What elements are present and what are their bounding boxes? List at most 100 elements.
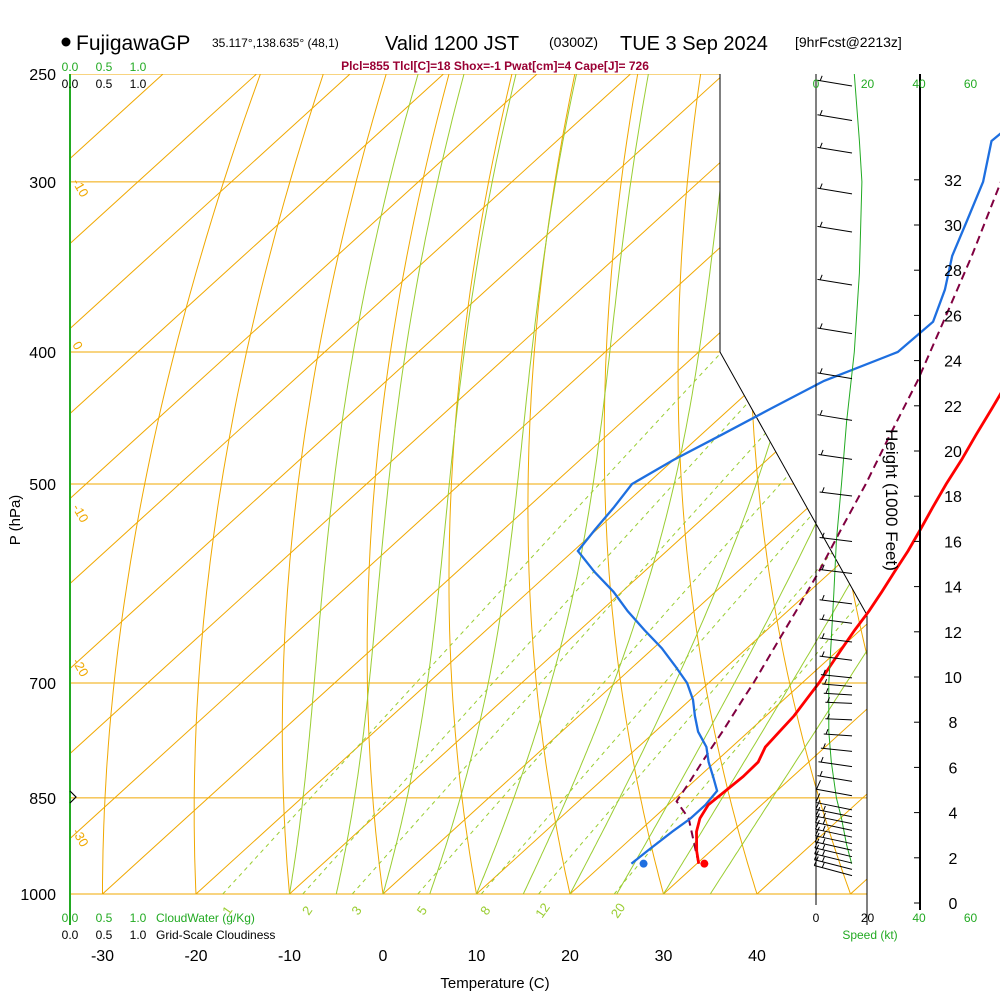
height-tick-label: 18: [944, 489, 962, 506]
temperature-tick-label: -10: [278, 948, 301, 965]
speed-tick-label: 40: [912, 77, 926, 91]
dry-adiabat-line: [193, 74, 324, 895]
mixing-ratio-label: 12: [532, 900, 553, 920]
dry-adiabat-line: [102, 74, 261, 894]
mixing-ratio-label: 3: [348, 903, 364, 918]
isotherm-line: [70, 74, 538, 895]
height-tick-label: 0: [949, 896, 958, 913]
pressure-tick-label: 850: [29, 791, 56, 808]
isotherm-line: [663, 74, 867, 895]
wind-barb: [814, 819, 853, 838]
moist-adiabat-line: [289, 74, 419, 895]
theta-label: -20: [69, 656, 91, 680]
utc-time: (0300Z): [549, 34, 598, 50]
mixing-ratio-label: 8: [477, 903, 493, 918]
wind-barb: [817, 142, 853, 154]
isotherm-line: [195, 74, 867, 895]
isotherm-line: [70, 74, 631, 895]
cloud-water-tick: 1.0: [130, 911, 147, 925]
forecast-date: TUE 3 Sep 2024: [620, 33, 768, 55]
speed-tick-label: 20: [861, 911, 875, 925]
dry-adiabat-line: [281, 74, 387, 895]
mixing-ratio-label: 20: [608, 900, 629, 920]
height-tick-label: 24: [944, 354, 962, 371]
height-tick-label: 22: [944, 399, 962, 416]
wind-barb: [822, 678, 853, 688]
isotherm-line: [289, 74, 867, 895]
wind-barb: [820, 669, 853, 679]
pressure-tick-label: 500: [29, 477, 56, 494]
mixing-ratio-line: [302, 351, 795, 895]
wind-barb: [819, 594, 853, 605]
temperature-tick-label: 0: [379, 948, 388, 965]
moist-adiabat-line: [663, 74, 867, 895]
isotherm-line: [70, 74, 725, 895]
isotherm-line: [70, 74, 351, 895]
wind-barb: [817, 221, 853, 233]
isotherm-line: [70, 74, 818, 895]
cloud-water-tick: 0.5: [96, 60, 113, 74]
isotherm-line: [70, 74, 257, 895]
cloud-water-tick: 0.5: [96, 911, 113, 925]
cloudiness-tick: 0.0: [62, 77, 79, 91]
height-tick-label: 30: [944, 218, 962, 235]
wind-barb: [817, 368, 853, 380]
height-tick-label: 8: [949, 715, 958, 732]
parcel-line: [675, 181, 1000, 864]
wind-barb: [817, 75, 853, 87]
wind-barb: [815, 793, 853, 811]
isotherm-line: [70, 74, 444, 895]
wind-barb: [823, 688, 853, 696]
wind-barb: [825, 697, 853, 704]
x-axis-title: Temperature (C): [440, 975, 549, 992]
wind-barb: [817, 409, 853, 421]
height-tick-label: 10: [944, 670, 962, 687]
wind-barbs: [813, 73, 863, 905]
speed-profile-line: [828, 73, 863, 864]
wind-barb: [816, 780, 853, 797]
theta-label: 0: [69, 339, 86, 353]
station-name: FujigawaGP: [76, 32, 190, 55]
speed-tick-label: 0: [813, 911, 820, 925]
moist-adiabat-line: [429, 74, 577, 895]
dry-adiabat-line: [818, 74, 867, 895]
wind-barb: [823, 728, 853, 737]
temperature-tick-label: -20: [184, 948, 207, 965]
mixing-ratio-line: [351, 351, 840, 895]
wind-barb: [817, 183, 853, 195]
height-tick-label: 32: [944, 173, 962, 190]
forecast-info: [9hrFcst@2213z]: [795, 34, 902, 50]
height-tick-label: 14: [944, 580, 962, 597]
wind-barb: [814, 832, 853, 851]
pressure-tick-label: 700: [29, 676, 56, 693]
moist-adiabat-line: [522, 74, 737, 895]
height-tick-label: 20: [944, 444, 962, 461]
wind-barb: [813, 850, 853, 870]
wind-barb: [819, 564, 853, 574]
moist-adiabat-line: [382, 74, 517, 895]
moist-adiabat-line: [616, 74, 867, 895]
speed-tick-label: 20: [861, 77, 875, 91]
surface-dewpoint-marker: [639, 859, 648, 868]
height-tick-label: 4: [949, 806, 958, 823]
station-dot-icon: [61, 37, 71, 47]
wind-barb: [818, 756, 853, 768]
wind-barb: [819, 614, 853, 624]
height-axis-title: Height (1000 Feet): [882, 429, 901, 571]
wind-barb: [817, 274, 853, 286]
moist-adiabat-line: [709, 74, 867, 895]
sounding-indices: Plcl=855 Tlcl[C]=18 Shox=-1 Pwat[cm]=4 C…: [341, 59, 649, 73]
wind-barb: [817, 770, 853, 782]
wind-barb: [819, 651, 853, 661]
height-tick-label: 28: [944, 263, 962, 280]
mixing-ratio-line: [538, 351, 867, 895]
dry-adiabat-line: [448, 74, 513, 895]
wind-barb: [814, 826, 853, 845]
temperature-tick-label: 10: [468, 948, 486, 965]
mixing-ratio-label: 2: [299, 903, 315, 918]
moist-adiabat-line: [335, 74, 465, 895]
wind-barb: [818, 449, 853, 460]
theta-label: -30: [69, 826, 91, 850]
